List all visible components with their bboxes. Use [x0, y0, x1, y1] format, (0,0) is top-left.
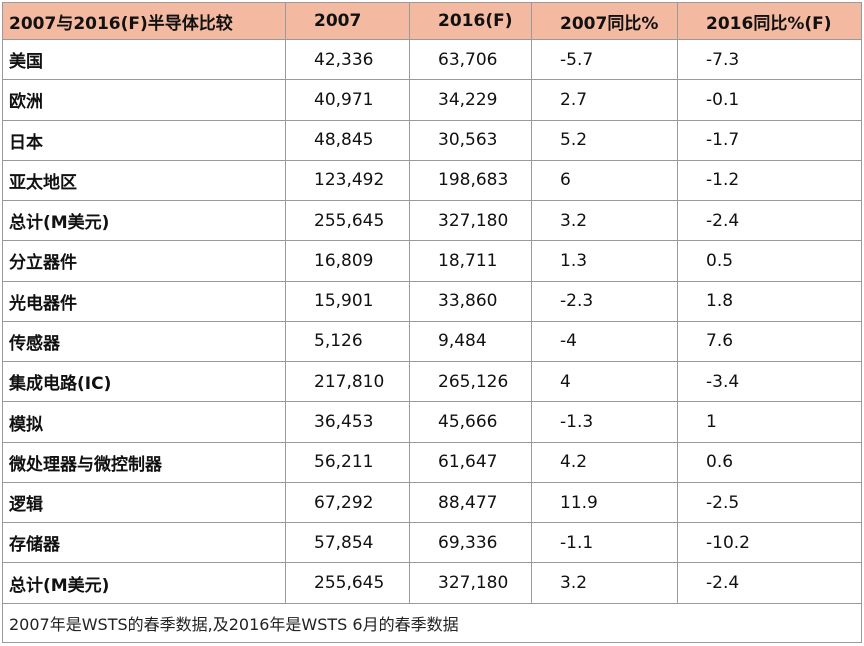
cell-2007-yoy: 1.3 — [531, 240, 678, 282]
cell-2007-yoy: 4 — [531, 361, 678, 403]
cell-2016-yoy-f: -2.4 — [677, 562, 862, 604]
cell-2007: 15,901 — [285, 280, 410, 322]
footnote: 2007年是WSTS的春季数据,及2016年是WSTS 6月的春季数据 — [2, 602, 862, 644]
table-row: 日本 48,845 30,563 5.2 -1.7 — [2, 119, 862, 161]
cell-2016f: 9,484 — [409, 320, 532, 363]
cell-2007: 67,292 — [285, 481, 410, 524]
cell-2016-yoy-f: -0.1 — [677, 79, 862, 121]
row-label: 亚太地区 — [2, 159, 286, 202]
cell-2016f: 198,683 — [409, 159, 532, 202]
cell-2016f: 327,180 — [409, 562, 532, 604]
row-label: 总计(M美元) — [2, 562, 286, 604]
cell-2016-yoy-f: 7.6 — [677, 320, 862, 363]
cell-2016f: 88,477 — [409, 481, 532, 524]
cell-2007-yoy: 11.9 — [531, 481, 678, 524]
table-row: 集成电路(IC) 217,810 265,126 4 -3.4 — [2, 361, 862, 403]
cell-2016-yoy-f: -2.5 — [677, 481, 862, 524]
header-2016f: 2016(F) — [409, 2, 532, 40]
cell-2007-yoy: -1.3 — [531, 401, 678, 443]
row-label: 微处理器与微控制器 — [2, 441, 286, 483]
row-label: 集成电路(IC) — [2, 361, 286, 403]
cell-2016f: 63,706 — [409, 38, 532, 81]
table-row: 亚太地区 123,492 198,683 6 -1.2 — [2, 159, 862, 202]
row-label: 分立器件 — [2, 240, 286, 282]
cell-2007-yoy: -2.3 — [531, 280, 678, 322]
row-label: 总计(M美元) — [2, 200, 286, 242]
cell-2007: 123,492 — [285, 159, 410, 202]
row-label: 模拟 — [2, 401, 286, 443]
row-label: 欧洲 — [2, 79, 286, 121]
cell-2016f: 45,666 — [409, 401, 532, 443]
header-2016-yoy-f: 2016同比%(F) — [677, 2, 862, 40]
table-row: 存储器 57,854 69,336 -1.1 -10.2 — [2, 522, 862, 564]
table-row: 传感器 5,126 9,484 -4 7.6 — [2, 320, 862, 363]
cell-2016-yoy-f: 1.8 — [677, 280, 862, 322]
cell-2016f: 265,126 — [409, 361, 532, 403]
table-row: 美国 42,336 63,706 -5.7 -7.3 — [2, 38, 862, 81]
cell-2016f: 33,860 — [409, 280, 532, 322]
cell-2016f: 327,180 — [409, 200, 532, 242]
cell-2007: 217,810 — [285, 361, 410, 403]
cell-2016-yoy-f: -3.4 — [677, 361, 862, 403]
table-row: 微处理器与微控制器 56,211 61,647 4.2 0.6 — [2, 441, 862, 483]
cell-2007-yoy: 3.2 — [531, 200, 678, 242]
cell-2007: 56,211 — [285, 441, 410, 483]
cell-2016f: 34,229 — [409, 79, 532, 121]
cell-2007-yoy: -4 — [531, 320, 678, 363]
cell-2007-yoy: 5.2 — [531, 119, 678, 161]
cell-2016f: 18,711 — [409, 240, 532, 282]
cell-2016-yoy-f: -1.7 — [677, 119, 862, 161]
table-row: 分立器件 16,809 18,711 1.3 0.5 — [2, 240, 862, 282]
cell-2007: 255,645 — [285, 200, 410, 242]
cell-2007-yoy: 4.2 — [531, 441, 678, 483]
table-row: 光电器件 15,901 33,860 -2.3 1.8 — [2, 280, 862, 322]
cell-2016f: 61,647 — [409, 441, 532, 483]
footnote-row: 2007年是WSTS的春季数据,及2016年是WSTS 6月的春季数据 — [2, 602, 862, 644]
row-label: 传感器 — [2, 320, 286, 363]
cell-2016f: 30,563 — [409, 119, 532, 161]
cell-2016-yoy-f: -2.4 — [677, 200, 862, 242]
cell-2007-yoy: 2.7 — [531, 79, 678, 121]
header-2007: 2007 — [285, 2, 410, 40]
cell-2016-yoy-f: -10.2 — [677, 522, 862, 564]
table-row: 逻辑 67,292 88,477 11.9 -2.5 — [2, 481, 862, 524]
cell-2016f: 69,336 — [409, 522, 532, 564]
header-row: 2007与2016(F)半导体比较 2007 2016(F) 2007同比% 2… — [2, 2, 862, 40]
table-row: 总计(M美元) 255,645 327,180 3.2 -2.4 — [2, 200, 862, 242]
cell-2007-yoy: 6 — [531, 159, 678, 202]
row-label: 存储器 — [2, 522, 286, 564]
header-2007-yoy: 2007同比% — [531, 2, 678, 40]
header-region-comparison: 2007与2016(F)半导体比较 — [2, 2, 286, 40]
cell-2007-yoy: -1.1 — [531, 522, 678, 564]
row-label: 光电器件 — [2, 280, 286, 322]
cell-2007: 255,645 — [285, 562, 410, 604]
row-label: 日本 — [2, 119, 286, 161]
cell-2007: 42,336 — [285, 38, 410, 81]
cell-2007: 5,126 — [285, 320, 410, 363]
cell-2016-yoy-f: -7.3 — [677, 38, 862, 81]
cell-2007: 16,809 — [285, 240, 410, 282]
table-row: 欧洲 40,971 34,229 2.7 -0.1 — [2, 79, 862, 121]
table-row: 模拟 36,453 45,666 -1.3 1 — [2, 401, 862, 443]
table-row: 总计(M美元) 255,645 327,180 3.2 -2.4 — [2, 562, 862, 604]
cell-2007: 57,854 — [285, 522, 410, 564]
cell-2007: 40,971 — [285, 79, 410, 121]
row-label: 逻辑 — [2, 481, 286, 524]
cell-2007-yoy: -5.7 — [531, 38, 678, 81]
cell-2016-yoy-f: 0.6 — [677, 441, 862, 483]
cell-2007-yoy: 3.2 — [531, 562, 678, 604]
cell-2016-yoy-f: -1.2 — [677, 159, 862, 202]
cell-2016-yoy-f: 0.5 — [677, 240, 862, 282]
cell-2016-yoy-f: 1 — [677, 401, 862, 443]
cell-2007: 36,453 — [285, 401, 410, 443]
row-label: 美国 — [2, 38, 286, 81]
cell-2007: 48,845 — [285, 119, 410, 161]
